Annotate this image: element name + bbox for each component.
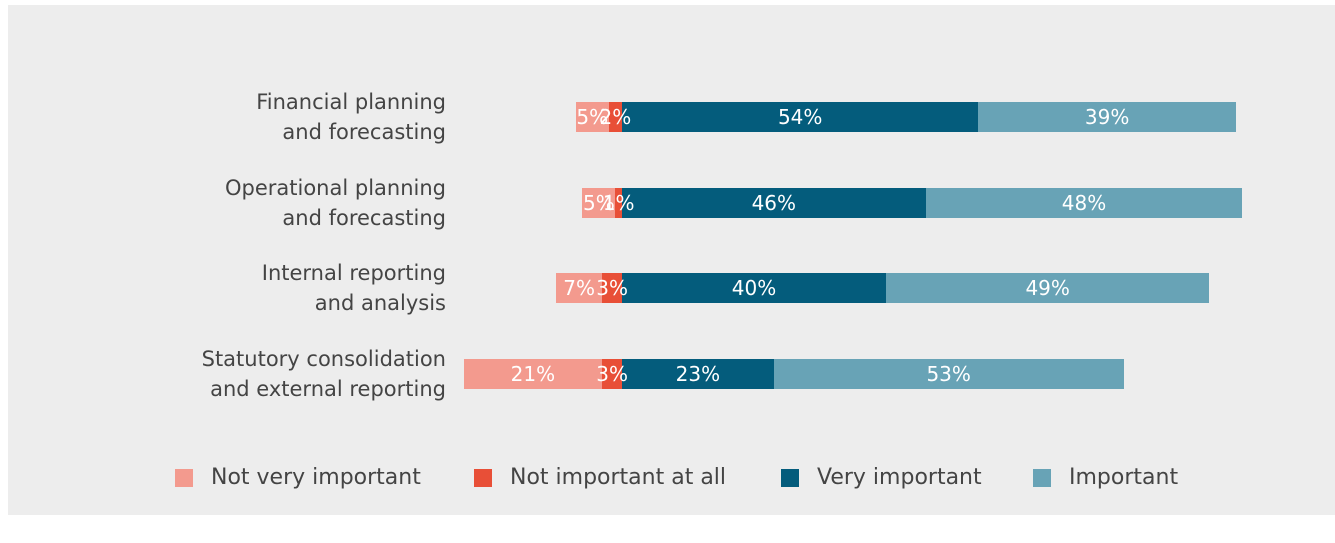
legend-swatch xyxy=(1033,469,1051,487)
category-label: Operational planning and forecasting xyxy=(224,176,446,230)
bar-segment xyxy=(602,359,622,389)
bar-segment xyxy=(575,102,609,132)
category-label: Internal reporting and analysis xyxy=(261,261,446,315)
value-label: 23% xyxy=(675,362,721,386)
value-label: 5% xyxy=(583,191,615,215)
bar-segment xyxy=(886,273,1210,303)
bar-segment xyxy=(622,102,979,132)
value-label: 21% xyxy=(510,362,556,386)
bar-segment xyxy=(622,273,886,303)
legend-swatch xyxy=(474,469,492,487)
bar-segment xyxy=(463,359,603,389)
legend-label: Important xyxy=(1069,465,1179,490)
value-label: 49% xyxy=(1025,276,1070,300)
value-label: 48% xyxy=(1061,191,1107,215)
bar-segment xyxy=(608,102,622,132)
value-label: 53% xyxy=(926,362,971,386)
value-label: 5% xyxy=(576,105,609,129)
value-label: 3% xyxy=(596,276,628,300)
value-label: 40% xyxy=(731,276,777,300)
bar-segment xyxy=(978,102,1236,132)
legend-label: Not important at all xyxy=(510,465,727,490)
value-label: 39% xyxy=(1084,105,1130,129)
value-label: 1% xyxy=(602,191,635,215)
category-label: Financial planning and forecasting xyxy=(256,90,446,144)
bar-segment xyxy=(925,188,1243,218)
value-label: 46% xyxy=(751,191,797,215)
bar-segment xyxy=(622,188,926,218)
bar-segment xyxy=(615,188,622,218)
value-label: 2% xyxy=(599,105,632,129)
legend-swatch xyxy=(175,469,193,487)
value-label: 7% xyxy=(563,276,595,300)
bar-segment xyxy=(602,273,622,303)
legend-swatch xyxy=(781,469,799,487)
category-label: Statutory consolidation and external rep… xyxy=(201,347,446,401)
legend-label: Not very important xyxy=(211,465,421,490)
legend-label: Very important xyxy=(817,465,982,490)
bar-segment xyxy=(773,359,1124,389)
chart-background xyxy=(8,5,1335,515)
bar-segment xyxy=(582,188,616,218)
bar-segment xyxy=(556,273,603,303)
bar-segment xyxy=(622,359,774,389)
value-label: 54% xyxy=(777,105,823,129)
value-label: 3% xyxy=(596,362,628,386)
